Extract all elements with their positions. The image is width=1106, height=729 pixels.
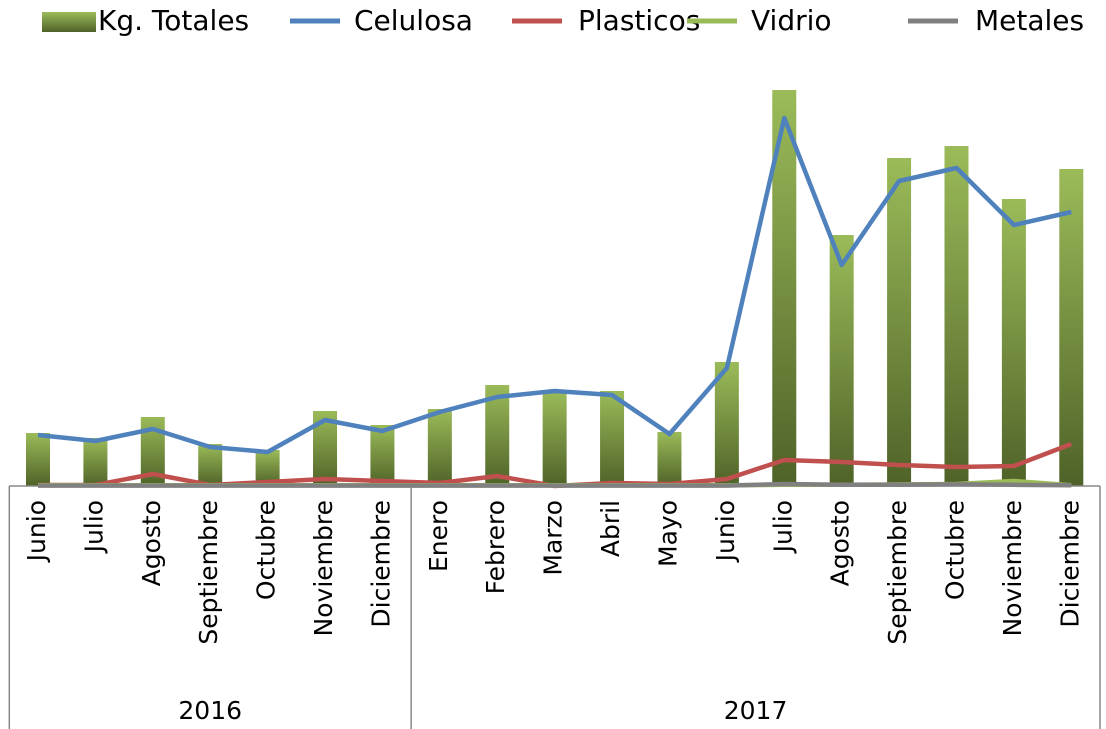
bar [1001,199,1026,486]
bar [542,392,567,486]
x-tick-label: Noviembre [998,500,1027,636]
bar [944,146,969,486]
bar [714,362,739,486]
x-tick-label: Agosto [137,500,166,586]
x-tick-label: Julio [768,500,797,554]
legend-label: Metales [975,4,1084,37]
x-tick-label: Junio [22,500,51,563]
series-line [37,115,1072,455]
group-label: 2016 [178,696,242,725]
legend-label: Kg. Totales [98,4,249,37]
bar [887,158,912,486]
x-tick-label: Diciembre [366,500,395,628]
bar [600,391,625,486]
bar [485,385,510,486]
series-line [38,481,1072,488]
legend-label: Celulosa [354,4,473,37]
x-tick-label: Junio [711,500,740,563]
x-tick-label: Febrero [481,500,510,594]
bar [657,432,682,486]
bar [198,444,223,486]
legend-swatch [42,12,96,32]
x-tick-label: Septiembre [194,500,223,645]
x-tick-label: Julio [79,500,108,554]
bar [1059,169,1084,486]
bar [83,438,108,486]
legend-label: Vidrio [751,4,832,37]
x-tick-label: Abril [596,500,625,557]
x-tick-label: Noviembre [309,500,338,636]
bar [427,409,452,486]
x-tick-label: Septiembre [883,500,912,645]
x-tick-label: Mayo [654,500,683,567]
x-tick-label: Enero [424,500,453,572]
x-tick-label: Octubre [941,500,970,600]
x-tick-label: Diciembre [1055,500,1084,628]
x-tick-label: Octubre [252,500,281,600]
bar [370,425,395,486]
legend-label: Plasticos [578,4,700,37]
group-label: 2017 [724,696,788,725]
bar [26,433,51,486]
bar [829,235,854,486]
x-tick-label: Agosto [826,500,855,586]
x-tick-label: Marzo [539,500,568,576]
